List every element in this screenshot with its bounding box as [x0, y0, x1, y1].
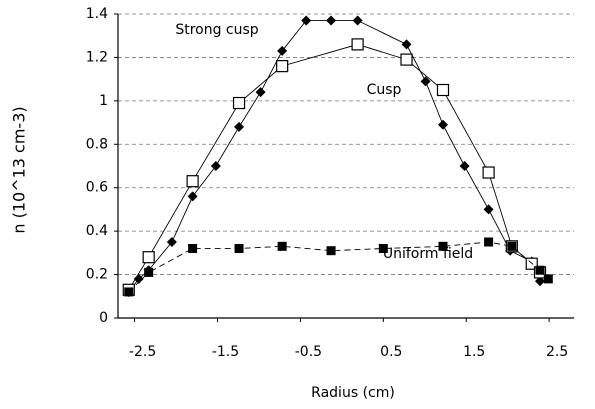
marker: [459, 161, 470, 171]
marker: [483, 204, 494, 215]
y-tick-label: 0.8: [86, 136, 108, 152]
marker: [326, 15, 337, 26]
marker: [535, 265, 545, 275]
series-line: [128, 241, 549, 293]
marker: [326, 246, 336, 256]
marker: [352, 15, 363, 26]
marker: [438, 119, 449, 130]
x-axis-label: Radius (cm): [311, 385, 395, 401]
marker: [378, 244, 388, 254]
series-line: [128, 20, 541, 293]
marker: [124, 287, 134, 297]
marker: [400, 53, 413, 66]
marker: [166, 237, 177, 247]
marker: [301, 15, 312, 26]
y-tick-label: 0: [99, 310, 108, 326]
y-axis-label: n (10^13 cm-3): [10, 106, 29, 233]
marker: [255, 87, 266, 98]
marker: [133, 273, 144, 284]
marker: [234, 244, 244, 254]
marker: [187, 191, 198, 202]
marker: [401, 39, 412, 50]
marker: [535, 276, 546, 287]
x-tick-label: 1.5: [463, 344, 485, 360]
x-tick-label: 0.5: [380, 344, 402, 360]
marker: [438, 241, 448, 251]
marker: [277, 45, 288, 56]
series-label: Cusp: [367, 82, 402, 98]
marker: [482, 166, 495, 179]
marker: [507, 241, 517, 251]
marker: [234, 121, 245, 132]
x-tick-label: -1.5: [212, 344, 239, 360]
x-tick-label: 2.5: [546, 344, 568, 360]
marker: [277, 241, 287, 251]
y-tick-label: 1.4: [86, 6, 108, 22]
marker: [420, 76, 431, 87]
marker: [144, 267, 154, 277]
y-tick-label: 1.2: [86, 49, 108, 65]
y-tick-label: 0.6: [86, 180, 108, 196]
marker: [210, 161, 221, 171]
series-label: Strong cusp: [175, 22, 258, 38]
x-tick-label: -2.5: [129, 344, 156, 360]
marker: [351, 38, 364, 51]
marker: [436, 83, 450, 97]
marker: [484, 237, 494, 247]
y-tick-label: 0.2: [86, 267, 108, 283]
series-label: Uniform field: [383, 246, 473, 262]
marker: [186, 175, 199, 188]
y-tick-label: 1: [99, 93, 108, 109]
marker: [276, 60, 289, 73]
x-tick-label: -0.5: [295, 344, 322, 360]
y-tick-label: 0.4: [86, 223, 108, 239]
marker: [543, 274, 553, 284]
marker: [142, 251, 155, 264]
marker: [188, 244, 198, 254]
marker: [232, 96, 246, 110]
